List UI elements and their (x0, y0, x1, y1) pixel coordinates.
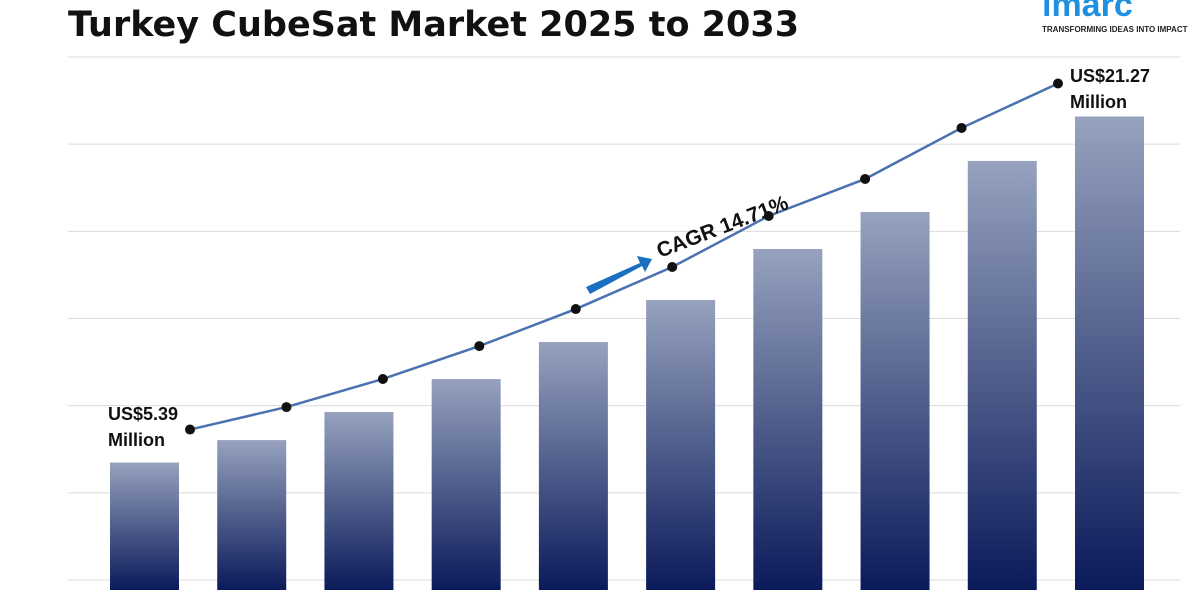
bar (431, 379, 501, 590)
bar (860, 211, 930, 590)
bar (110, 462, 179, 590)
trend-point (763, 210, 774, 221)
logo-tagline: TRANSFORMING IDEAS INTO IMPACT (1042, 25, 1188, 34)
value-label: US$5.39 Million (108, 404, 179, 450)
trend-point (667, 261, 678, 272)
trend-point (474, 341, 485, 352)
arrow (586, 256, 652, 294)
trend-point (377, 373, 388, 384)
bar (324, 411, 394, 590)
bar (538, 342, 608, 590)
trend-point (570, 304, 581, 315)
trend-line (189, 82, 1059, 431)
logo: imarc (1042, 0, 1133, 24)
trend-point (281, 402, 292, 413)
chart-title: Turkey CubeSat Market 2025 to 2033 (68, 5, 799, 45)
trend-point (860, 173, 871, 184)
value-label: US$21.27 Million (1070, 66, 1151, 112)
bar (1075, 116, 1144, 591)
bar (646, 299, 716, 590)
bar (967, 160, 1037, 591)
bar (217, 440, 287, 590)
trend-point (185, 424, 195, 435)
bar (753, 248, 823, 590)
trend-point (956, 122, 967, 133)
trend-point (1053, 78, 1063, 89)
